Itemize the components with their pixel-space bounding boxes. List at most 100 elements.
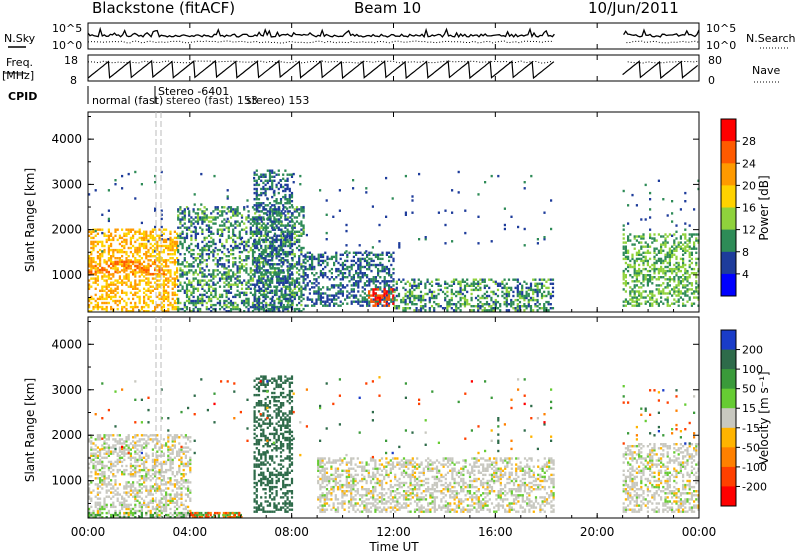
scatter-cell [158,268,161,272]
scatter-cell [267,216,270,219]
scatter-cell [123,503,126,507]
scatter-cell [118,234,121,237]
scatter-cell [275,305,278,309]
scatter-cell [624,251,627,254]
scatter-cell [255,240,258,244]
scatter-cell [532,296,535,300]
scatter-cell [400,280,403,283]
scatter-cell [118,454,121,457]
scatter-cell [381,290,384,293]
scatter-cell [105,270,108,274]
scatter-cell [221,305,224,309]
scatter-cell [330,267,333,271]
scatter-cell [300,206,303,209]
scatter-cell [693,296,696,299]
scatter-cell [183,291,186,294]
scatter-cell [671,212,674,215]
scatter-cell [529,305,533,308]
scatter-cell [271,212,274,215]
scatter-cell [671,220,674,223]
scatter-cell [286,307,289,311]
scatter-cell [129,270,132,274]
scatter-cell [490,309,493,312]
scatter-cell [114,230,117,233]
scatter-cell [107,489,110,492]
scatter-cell [257,277,261,280]
scatter-cell [359,261,362,265]
scatter-cell [271,169,274,172]
scatter-cell [266,287,269,290]
scatter-cell [190,222,193,225]
scatter-cell [289,297,292,301]
scatter-cell [132,270,135,274]
scatter-cell [290,238,294,242]
scatter-cell [381,269,384,273]
scatter-cell [415,284,418,287]
scatter-cell [684,284,687,287]
scatter-cell [203,206,206,209]
scatter-cell [96,275,99,278]
scatter-cell [121,460,124,464]
scatter-cell [640,247,643,250]
scatter-cell [424,309,427,312]
scatter-cell [125,493,128,496]
scatter-cell [143,299,146,303]
scatter-cell [123,485,126,488]
scatter-cell [346,290,349,293]
scatter-cell [671,251,674,254]
scatter-cell [121,244,124,248]
scatter-cell [258,242,261,246]
scatter-cell [644,276,647,279]
scatter-cell [485,309,489,312]
scatter-cell [110,491,113,494]
scatter-cell [92,260,95,263]
scatter-cell [293,293,296,297]
scatter-cell [282,297,285,301]
scatter-cell [372,292,375,295]
scatter-cell [138,259,141,262]
scatter-cell [298,283,301,286]
scatter-cell [361,253,364,256]
scatter-cell [311,257,314,261]
scatter-cell [346,296,349,299]
scatter-cell [255,198,258,201]
scatter-cell [258,269,261,272]
scatter-cell [227,250,230,254]
scatter-cell [337,274,340,277]
scatter-cell [176,269,179,272]
scatter-cell [154,307,157,311]
scatter-cell [278,277,281,280]
scatter-cell [129,310,132,313]
scatter-cell [271,291,274,294]
scatter-cell [262,295,265,299]
scatter-cell [682,278,685,281]
scatter-cell [262,248,265,252]
scatter-cell [218,224,222,227]
scatter-cell [196,310,200,313]
scatter-cell [644,300,647,303]
scatter-cell [121,501,124,504]
scatter-cell [94,272,97,276]
scatter-cell [156,264,159,268]
scatter-cell [346,302,349,305]
scatter-cell [517,225,520,229]
scatter-cell [649,298,652,301]
scatter-cell [257,310,261,313]
scatter-cell [419,307,423,310]
scatter-cell [383,294,386,297]
scatter-cell [177,289,180,292]
scatter-cell [395,307,398,310]
scatter-cell [290,204,294,207]
scatter-cell [684,292,687,295]
scatter-cell [288,230,291,233]
scatter-cell [251,263,255,266]
scatter-cell [223,285,226,288]
scatter-cell [275,248,278,252]
scatter-cell [273,303,276,307]
scatter-cell [291,289,294,292]
scatter-cell [201,287,204,290]
scatter-cell [269,259,272,262]
scatter-cell [344,267,347,271]
scatter-cell [673,253,676,256]
scatter-cell [127,446,130,449]
